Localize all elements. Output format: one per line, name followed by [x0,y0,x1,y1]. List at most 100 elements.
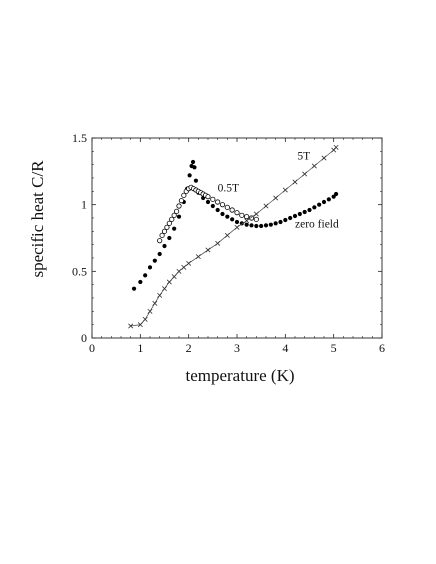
y-tick-label: 0 [81,331,87,345]
data-point [142,316,148,322]
data-point [326,197,331,202]
plot-frame [91,137,383,339]
data-point [171,212,177,218]
data-point [254,223,259,229]
data-point [312,205,317,210]
data-point [138,279,143,285]
series-label: 0.5T [218,182,239,194]
data-point [162,286,167,292]
chart-labels: temperature (K) specific heat C/R 5T 0.5T… [28,150,339,385]
data-point [152,258,157,263]
x-tick-label: 1 [137,341,143,355]
data-point [157,292,163,298]
data-point [302,171,308,177]
x-tick-label: 5 [331,341,337,355]
data-point [230,217,235,222]
data-point [178,198,185,204]
data-point [176,268,182,274]
x-tick-label: 0 [89,341,95,355]
data-point [162,243,167,249]
data-point [288,215,293,221]
data-point [333,191,339,197]
data-point [171,274,177,280]
x-tick-label: 3 [234,341,240,355]
data-point [249,223,254,228]
data-point [273,221,278,226]
data-point [273,195,279,201]
data-point [157,251,162,257]
data-point [259,223,264,229]
data-point [193,178,199,183]
data-point [205,194,211,200]
x-tick-label: 6 [379,341,385,355]
data-point [239,212,245,218]
data-point [282,187,288,193]
series-5t [128,144,339,329]
data-point [215,207,220,213]
series-label: 5T [297,150,310,162]
data-point [147,265,153,270]
y-tick-label: 1.5 [72,131,87,145]
data-point [220,211,225,217]
data-point [302,209,307,215]
data-point [205,247,211,253]
axes: 0 1 2 3 4 5 6 0 0.5 1 1.5 [72,131,385,355]
data-point [321,199,327,205]
data-point [166,279,172,285]
data-point [225,214,230,219]
data-series [128,144,339,329]
y-tick-label: 0.5 [72,264,87,278]
data-point [215,240,221,246]
data-point [164,224,170,230]
data-point [263,203,269,209]
y-tick-label: 1 [81,198,87,212]
data-point [333,144,339,150]
data-point [159,232,165,238]
data-point [244,222,249,227]
data-point [234,210,240,216]
data-point [253,216,259,222]
data-point [244,214,250,220]
data-point [307,207,312,213]
data-point [205,199,211,205]
data-point [292,213,298,219]
data-point [187,173,192,178]
data-point [161,228,168,234]
data-point [167,235,172,241]
data-point [181,192,187,198]
y-axis-title: specific heat C/R [28,160,47,278]
data-point [181,264,187,270]
data-point [234,219,240,225]
data-point [219,202,226,208]
data-point [210,196,216,202]
data-point [190,159,196,165]
data-point [172,226,177,231]
data-point [224,204,230,210]
data-point [166,220,172,226]
data-point [152,300,158,306]
data-point [192,165,197,170]
data-point [176,203,182,209]
data-point [268,222,273,227]
data-point [317,202,322,207]
data-point [229,207,235,213]
data-point [234,224,240,230]
data-point [292,179,298,185]
x-tick-label: 2 [186,341,192,355]
data-point [311,163,317,169]
data-point [173,208,180,214]
data-point [278,219,283,225]
data-point [137,322,143,328]
data-point [147,308,153,314]
data-point [195,254,201,260]
data-point [157,238,163,244]
data-point [297,211,302,217]
series-label: zero field [295,218,339,230]
series-line [130,147,337,327]
data-point [169,216,175,222]
data-point [215,199,221,205]
data-point [186,260,192,266]
data-point [224,232,230,238]
data-point [128,323,134,329]
